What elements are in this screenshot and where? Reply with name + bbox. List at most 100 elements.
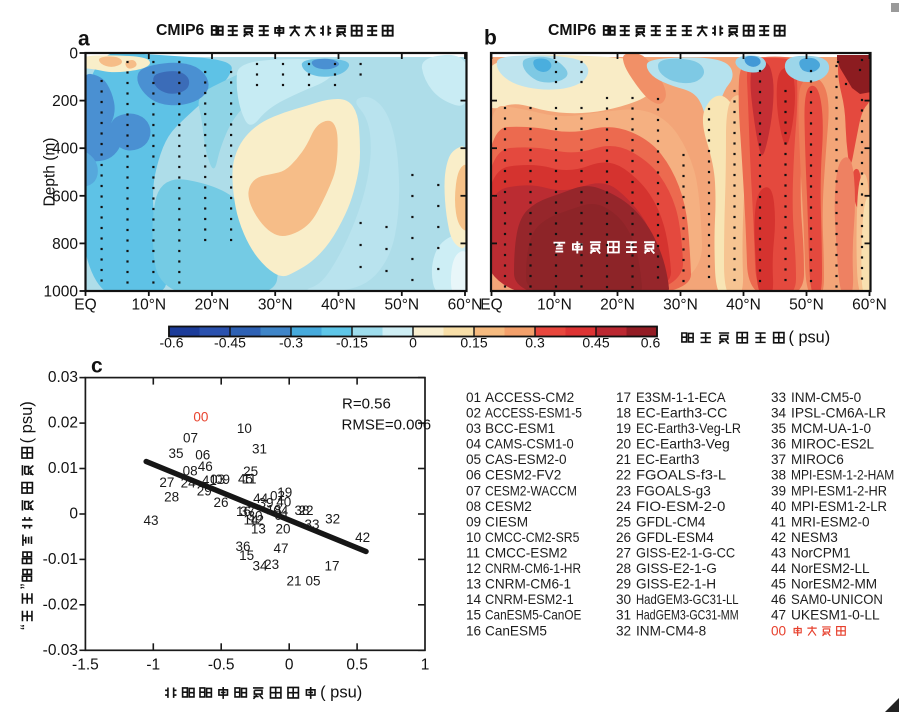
svg-text:10: 10 [466, 530, 482, 545]
svg-text:EC-Earth3: EC-Earth3 [636, 452, 699, 467]
svg-text:MIROC6: MIROC6 [791, 452, 844, 467]
svg-text:06: 06 [466, 468, 481, 483]
svg-text:15: 15 [239, 548, 254, 563]
svg-text:GISS-E2-1-G-CC: GISS-E2-1-G-CC [636, 546, 735, 561]
svg-text:41: 41 [202, 473, 217, 488]
svg-text:42: 42 [355, 530, 370, 545]
svg-text:CAS-ESM2-0: CAS-ESM2-0 [485, 452, 567, 467]
svg-text:47: 47 [273, 541, 288, 556]
svg-text:17: 17 [324, 559, 339, 574]
svg-text:E3SM-1-1-ECA: E3SM-1-1-ECA [636, 390, 726, 405]
svg-text:MPI-ESM1-2-HR: MPI-ESM1-2-HR [791, 483, 887, 498]
svg-text:16: 16 [466, 623, 481, 638]
svg-text:45: 45 [771, 577, 786, 592]
svg-text:01: 01 [466, 390, 481, 405]
svg-text:21: 21 [616, 452, 631, 467]
svg-text:CESM2: CESM2 [485, 499, 532, 514]
svg-text:38: 38 [294, 503, 309, 518]
svg-text:22: 22 [616, 468, 631, 483]
svg-text:34: 34 [771, 406, 787, 421]
svg-text:04: 04 [466, 437, 482, 452]
svg-text:CMCC-CM2-SR5: CMCC-CM2-SR5 [485, 530, 579, 545]
svg-text:200: 200 [52, 93, 78, 110]
svg-text:60°N: 60°N [448, 297, 483, 314]
svg-text:21: 21 [286, 574, 301, 589]
svg-text:-1.5: -1.5 [72, 657, 99, 674]
svg-text:IPSL-CM6A-LR: IPSL-CM6A-LR [791, 406, 886, 421]
svg-text:0.15: 0.15 [460, 335, 487, 351]
svg-text:800: 800 [52, 236, 78, 253]
svg-text:20°N: 20°N [600, 297, 635, 314]
svg-text:11: 11 [242, 472, 256, 487]
svg-text:1000: 1000 [44, 284, 79, 301]
svg-text:0.03: 0.03 [48, 369, 78, 386]
svg-text:30: 30 [247, 509, 262, 524]
svg-text:34: 34 [252, 559, 268, 574]
svg-text:00: 00 [193, 410, 208, 425]
svg-text:MIROC-ES2L: MIROC-ES2L [791, 437, 875, 452]
svg-text:INM-CM5-0: INM-CM5-0 [791, 390, 862, 405]
svg-text:32: 32 [325, 511, 340, 526]
svg-text:EQ: EQ [480, 297, 502, 314]
svg-text:02: 02 [270, 489, 285, 504]
svg-text:Depth (m): Depth (m) [42, 138, 59, 207]
svg-text:( psu): ( psu) [320, 684, 362, 702]
svg-text:28: 28 [164, 489, 179, 504]
svg-text:26: 26 [616, 530, 631, 545]
svg-text:08: 08 [466, 499, 481, 514]
svg-text:MPI-ESM1-2-LR: MPI-ESM1-2-LR [791, 499, 887, 514]
svg-text:13: 13 [251, 522, 266, 537]
svg-text:NorCPM1: NorCPM1 [791, 546, 851, 561]
svg-text:30: 30 [616, 592, 632, 607]
svg-text:( psu): ( psu) [789, 329, 831, 347]
svg-text:27: 27 [616, 546, 631, 561]
svg-text:12: 12 [249, 513, 264, 528]
svg-text:0: 0 [69, 46, 78, 63]
svg-text:40°N: 40°N [726, 297, 761, 314]
svg-text:20°N: 20°N [195, 297, 230, 314]
svg-text:40: 40 [771, 499, 787, 514]
svg-text:13: 13 [466, 577, 481, 592]
svg-text:FGOALS-g3: FGOALS-g3 [636, 483, 711, 498]
svg-text:23: 23 [616, 483, 631, 498]
svg-text:35: 35 [168, 446, 183, 461]
svg-text:09: 09 [215, 472, 230, 487]
svg-text:FIO-ESM-2-0: FIO-ESM-2-0 [636, 499, 726, 514]
svg-text:44: 44 [771, 561, 787, 576]
svg-text:CMCC-ESM2: CMCC-ESM2 [485, 546, 567, 561]
svg-text:0.6: 0.6 [641, 335, 661, 351]
svg-text:39: 39 [771, 483, 786, 498]
svg-text:19: 19 [277, 485, 292, 500]
svg-text:33: 33 [771, 390, 786, 405]
svg-text:22: 22 [298, 503, 313, 518]
svg-text:02: 02 [466, 406, 481, 421]
svg-text:0.3: 0.3 [525, 335, 545, 351]
svg-text:46: 46 [198, 459, 213, 474]
svg-text:R=0.56: R=0.56 [342, 396, 391, 413]
svg-text:03: 03 [466, 421, 481, 436]
svg-text:-0.5: -0.5 [208, 657, 235, 674]
svg-text:600: 600 [52, 188, 78, 205]
svg-text:CMIP6: CMIP6 [156, 22, 204, 39]
svg-text:18: 18 [266, 502, 281, 517]
svg-text:20: 20 [616, 437, 632, 452]
svg-text:28: 28 [616, 561, 631, 576]
svg-text:CMIP6: CMIP6 [548, 22, 596, 39]
svg-text:0.01: 0.01 [48, 460, 78, 477]
svg-text:MRI-ESM2-0: MRI-ESM2-0 [791, 514, 870, 529]
svg-text:RMSE=0.006: RMSE=0.006 [342, 417, 432, 434]
svg-text:18: 18 [616, 406, 631, 421]
svg-text:FGOALS-f3-L: FGOALS-f3-L [636, 468, 727, 483]
svg-text:31: 31 [252, 441, 267, 456]
svg-text:07: 07 [183, 430, 198, 445]
svg-text:50°N: 50°N [789, 297, 824, 314]
svg-text:CESM2-FV2: CESM2-FV2 [485, 468, 561, 483]
svg-text:-0.15: -0.15 [336, 335, 368, 351]
svg-text:HadGEM3-GC31-MM: HadGEM3-GC31-MM [636, 608, 739, 623]
svg-text:EC-Earth3-Veg: EC-Earth3-Veg [636, 437, 730, 452]
svg-text:c: c [91, 355, 103, 378]
svg-text:33: 33 [304, 517, 319, 532]
svg-text:GISS-E2-1-H: GISS-E2-1-H [636, 577, 716, 592]
svg-text:08: 08 [183, 463, 198, 478]
svg-text:50°N: 50°N [384, 297, 419, 314]
